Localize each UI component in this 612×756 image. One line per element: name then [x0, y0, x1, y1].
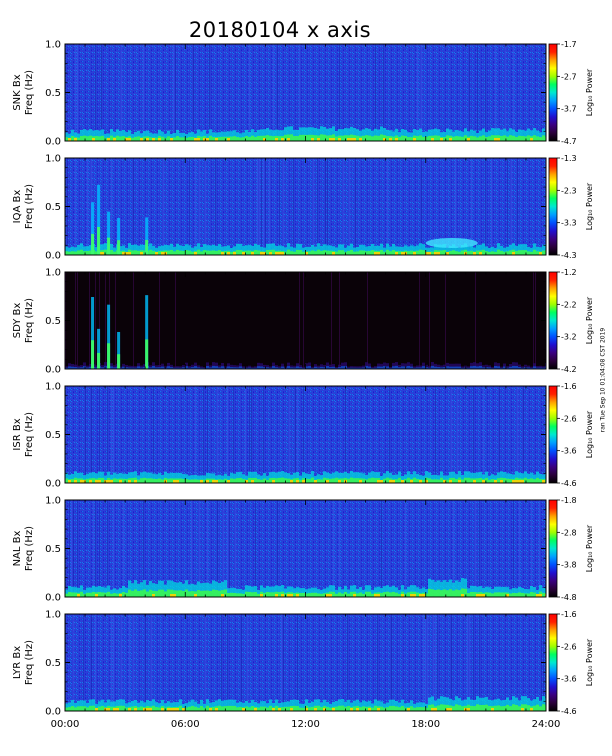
spectrogram-isr: [65, 386, 546, 483]
spectrogram-sdy: [65, 272, 546, 369]
colorbar-tick-label: -4.6: [561, 479, 577, 488]
panel-ylabel-unit: Freq (Hz): [24, 70, 35, 115]
colorbar-label: Log₁₀ Power: [585, 68, 594, 116]
colorbar-label: Log₁₀ Power: [585, 296, 594, 344]
colorbar-tick-label: -2.6: [561, 642, 577, 651]
colorbar-tick-label: -2.8: [561, 528, 577, 537]
y-tick-label: 1.0: [45, 268, 61, 279]
spectrogram-lyr: [65, 614, 546, 711]
panel-ylabel-unit: Freq (Hz): [24, 640, 35, 685]
x-axis: 00:00 06:00 12:00 18:00 24:00: [51, 719, 561, 730]
colorbar-tick-label: -3.6: [561, 675, 577, 684]
colorbar-lyr: -1.6 -2.6 -3.6 -4.6 Log₁₀ Power: [548, 610, 594, 716]
y-tick-label: 1.0: [45, 610, 61, 621]
x-tick-label: 00:00: [51, 719, 80, 730]
spectrogram-nal: [65, 500, 546, 597]
y-tick-label: 0.5: [45, 430, 61, 441]
panel-ylabel-unit: Freq (Hz): [24, 184, 35, 229]
panel-snk: 0.0 0.5 1.0 SNK Bx Freq (Hz) -1.7 -2.7 -3.7 -4.7…: [12, 40, 594, 148]
panel-ylabel-station: LYR Bx: [12, 646, 23, 679]
colorbar-tick-label: -3.8: [561, 561, 577, 570]
colorbar-tick-label: -1.6: [561, 610, 577, 619]
y-tick-label: 0.0: [45, 593, 61, 604]
y-tick-label: 1.0: [45, 40, 61, 51]
colorbar-tick-label: -4.3: [561, 251, 577, 260]
colorbar-tick-label: -3.3: [561, 219, 577, 228]
y-tick-label: 0.5: [45, 202, 61, 213]
colorbar-tick-label: -1.6: [561, 382, 577, 391]
x-tick-label: 24:00: [532, 719, 561, 730]
panel-sdy: 0.0 0.5 1.0 SDY Bx Freq (Hz) -1.2 -2.2 -3.2 -4.2…: [12, 268, 594, 376]
panel-iqa: 0.0 0.5 1.0 IQA Bx Freq (Hz) -1.3 -2.3 -3.3 -4.3…: [12, 154, 594, 262]
panel-ylabel-station: IQA Bx: [12, 190, 23, 224]
colorbar-label: Log₁₀ Power: [585, 182, 594, 230]
y-tick-label: 1.0: [45, 496, 61, 507]
y-tick-label: 0.5: [45, 544, 61, 555]
colorbar-label: Log₁₀ Power: [585, 410, 594, 458]
y-tick-label: 0.5: [45, 658, 61, 669]
colorbar-tick-label: -1.8: [561, 496, 577, 505]
colorbar-tick-label: -4.8: [561, 593, 577, 602]
y-tick-label: 0.0: [45, 251, 61, 262]
y-tick-label: 0.5: [45, 316, 61, 327]
y-tick-label: 0.5: [45, 88, 61, 99]
colorbar-tick-label: -4.6: [561, 707, 577, 716]
colorbar-snk: -1.7 -2.7 -3.7 -4.7 Log₁₀ Power: [548, 40, 594, 146]
colorbar-tick-label: -3.7: [561, 105, 577, 114]
y-tick-label: 0.0: [45, 365, 61, 376]
y-tick-label: 0.0: [45, 137, 61, 148]
colorbar-label: Log₁₀ Power: [585, 524, 594, 572]
colorbar-tick-label: -3.2: [561, 333, 577, 342]
colorbar-tick-label: -4.2: [561, 365, 577, 374]
colorbar-tick-label: -1.3: [561, 154, 577, 163]
panel-ylabel-unit: Freq (Hz): [24, 298, 35, 343]
colorbar-tick-label: -1.7: [561, 40, 577, 49]
colorbar-label: Log₁₀ Power: [585, 638, 594, 686]
panel-ylabel-station: SDY Bx: [12, 303, 23, 339]
colorbar-sdy: -1.2 -2.2 -3.2 -4.2 Log₁₀ Power: [548, 268, 594, 374]
spectrogram-iqa: [65, 158, 546, 255]
y-tick-label: 1.0: [45, 382, 61, 393]
colorbar-tick-label: -4.7: [561, 137, 577, 146]
panel-ylabel-station: ISR Bx: [12, 418, 23, 450]
colorbar-tick-label: -2.3: [561, 186, 577, 195]
colorbar-tick-label: -1.2: [561, 268, 577, 277]
panel-nal: 0.0 0.5 1.0 NAL Bx Freq (Hz) -1.8 -2.8 -3.8 -4.8…: [12, 496, 594, 604]
panel-ylabel-unit: Freq (Hz): [24, 526, 35, 571]
colorbar-iqa: -1.3 -2.3 -3.3 -4.3 Log₁₀ Power: [548, 154, 594, 260]
colorbar-tick-label: -3.6: [561, 447, 577, 456]
colorbar-isr: -1.6 -2.6 -3.6 -4.6 Log₁₀ Power: [548, 382, 594, 488]
colorbar-tick-label: -2.6: [561, 414, 577, 423]
colorbar-nal: -1.8 -2.8 -3.8 -4.8 Log₁₀ Power: [548, 496, 594, 602]
y-tick-label: 0.0: [45, 707, 61, 718]
colorbar-tick-label: -2.7: [561, 72, 577, 81]
panel-ylabel-station: NAL Bx: [12, 530, 23, 566]
panel-ylabel-station: SNK Bx: [12, 74, 23, 110]
y-tick-label: 1.0: [45, 154, 61, 165]
panel-lyr: 0.0 0.5 1.0 LYR Bx Freq (Hz) -1.6 -2.6 -3.6 -4.6…: [12, 610, 594, 718]
x-tick-label: 18:00: [411, 719, 440, 730]
chart-title: 20180104 x axis: [188, 18, 372, 42]
x-tick-label: 12:00: [291, 719, 320, 730]
y-tick-label: 0.0: [45, 479, 61, 490]
x-tick-label: 06:00: [171, 719, 200, 730]
panel-isr: 0.0 0.5 1.0 ISR Bx Freq (Hz) -1.6 -2.6 -3.6 -4.6…: [12, 382, 594, 490]
spectrogram-snk: [65, 44, 546, 141]
colorbar-tick-label: -2.2: [561, 300, 577, 309]
panel-ylabel-unit: Freq (Hz): [24, 412, 35, 457]
